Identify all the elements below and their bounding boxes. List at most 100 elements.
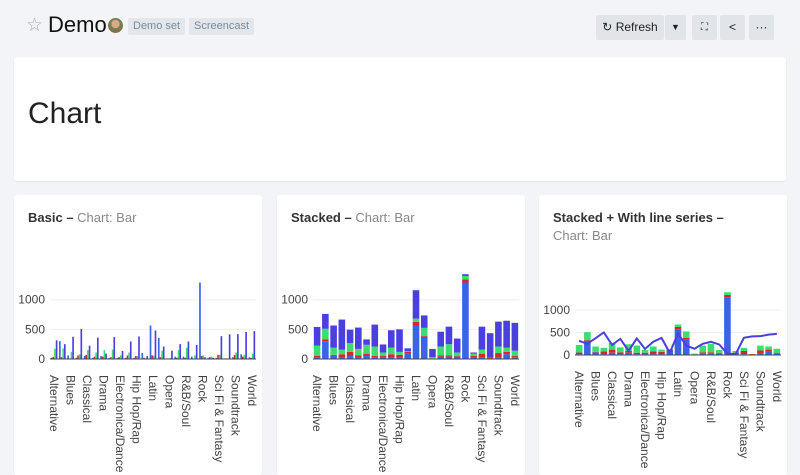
bar-segment (495, 353, 502, 357)
bar-segment (470, 354, 477, 356)
bar-segment (495, 347, 502, 354)
bar (79, 354, 81, 359)
x-tick-label: Rock (458, 375, 472, 403)
tag-demo-set[interactable]: Demo set (128, 18, 185, 35)
bar-segment (479, 327, 486, 350)
bar (155, 331, 157, 359)
bar-segment (454, 339, 461, 353)
bar-segment (634, 346, 641, 353)
bar-segment (330, 325, 337, 347)
avatar[interactable] (108, 18, 123, 33)
bar-segment (380, 352, 387, 356)
bar (130, 342, 132, 359)
bar-segment (683, 338, 690, 339)
bar (64, 344, 66, 359)
bar-segment (404, 348, 411, 351)
y-tick-label: 500 (550, 326, 570, 340)
bar (178, 350, 180, 359)
x-tick-label: Hip Hop/Rap (130, 375, 144, 444)
bar-segment (454, 356, 461, 357)
bar-segment (429, 357, 436, 358)
star-outline-icon[interactable]: ☆ (26, 14, 43, 37)
bar (120, 355, 122, 359)
refresh-button[interactable]: ↻ Refresh (596, 15, 664, 40)
bar-segment (322, 339, 329, 341)
bar-segment (650, 346, 657, 351)
chart-widget-stacked-line: Stacked + With line series – Chart: Bar … (539, 195, 787, 475)
bar (199, 282, 201, 359)
x-tick-label: World (770, 371, 784, 402)
fullscreen-icon: ⛶ (701, 22, 708, 33)
bar-segment (437, 332, 444, 347)
x-tick-label: World (508, 375, 522, 406)
share-button[interactable]: < (720, 15, 745, 40)
bar-segment (363, 339, 370, 344)
bar (245, 332, 247, 359)
bar-segment (322, 329, 329, 340)
y-tick-label: 1000 (543, 303, 570, 317)
bar-segment (634, 353, 641, 354)
x-tick-label: Electronica/Dance (638, 371, 652, 469)
bar-segment (601, 348, 608, 352)
bar-segment (413, 319, 420, 322)
y-tick-label: 0 (38, 352, 45, 366)
y-tick-label: 0 (563, 348, 570, 362)
bar (202, 355, 204, 359)
bar-segment (774, 349, 781, 353)
x-tick-label: Drama (622, 371, 636, 407)
bar-segment (372, 356, 379, 358)
bar-segment (388, 330, 395, 347)
bar (72, 337, 74, 359)
bar (217, 355, 219, 359)
bar-segment (396, 355, 403, 358)
bar (171, 351, 173, 359)
x-tick-label: Opera (162, 375, 176, 409)
x-tick-label: Sci Fi & Fantasy (475, 375, 489, 462)
bar-segment (512, 351, 519, 356)
bar-segment (355, 328, 362, 349)
bar-segment (601, 351, 608, 354)
bar-segment (576, 345, 583, 353)
bar (150, 325, 152, 359)
bar (186, 348, 188, 359)
bar-segment (503, 321, 510, 348)
x-tick-label: Rock (195, 375, 209, 403)
bar-segment (396, 329, 403, 352)
bar-segment (437, 355, 444, 356)
share-icon: < (729, 20, 736, 34)
fullscreen-button[interactable]: ⛶ (692, 15, 717, 40)
bar (62, 348, 64, 359)
refresh-dropdown-button[interactable]: ▼ (665, 15, 686, 40)
bar (89, 346, 91, 359)
bar (221, 336, 223, 359)
x-tick-label: Drama (97, 375, 111, 411)
tag-screencast[interactable]: Screencast (189, 18, 254, 35)
x-tick-label: Electronica/Dance (113, 375, 127, 473)
bar (56, 340, 58, 359)
bar-segment (330, 355, 337, 356)
bar-segment (413, 290, 420, 318)
bar-segment (330, 355, 337, 359)
bar-segment (658, 352, 665, 354)
bar-segment (413, 322, 420, 326)
bar (97, 338, 99, 359)
bar-segment (724, 297, 731, 355)
bar-segment (470, 352, 477, 353)
more-button[interactable]: ··· (749, 15, 774, 40)
bar (179, 344, 181, 359)
bar (141, 353, 143, 359)
refresh-label: Refresh (616, 20, 658, 34)
bar-segment (363, 354, 370, 356)
bar (128, 352, 130, 359)
x-tick-label: R&B/Soul (179, 375, 193, 427)
bar-segment (454, 352, 461, 356)
bar-segment (413, 325, 420, 359)
bar-segment (724, 292, 731, 295)
x-tick-label: Soundtrack (753, 371, 767, 433)
bar-segment (503, 352, 510, 354)
bar-segment (699, 352, 706, 353)
x-tick-label: Latin (146, 375, 160, 401)
bar-segment (314, 356, 321, 358)
